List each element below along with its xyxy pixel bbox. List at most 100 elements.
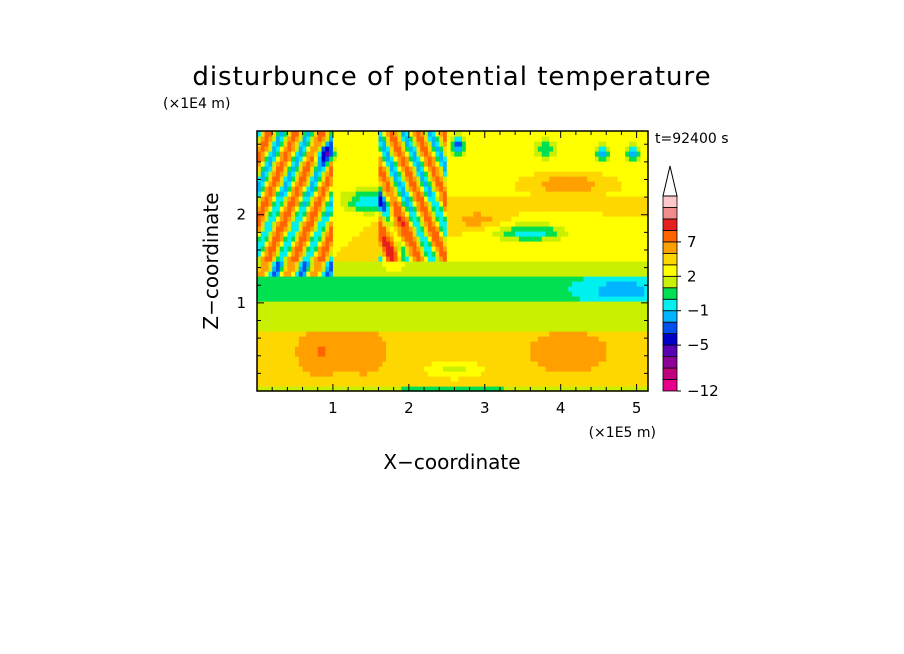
field-cell xyxy=(424,351,429,357)
field-cell xyxy=(583,206,588,212)
field-cell xyxy=(507,166,512,172)
field-cell xyxy=(541,291,547,297)
field-cell xyxy=(640,216,645,222)
field-cell xyxy=(503,176,509,182)
field-cell xyxy=(283,331,288,337)
field-cell xyxy=(393,176,399,182)
field-cell xyxy=(408,201,414,207)
field-cell xyxy=(568,356,573,362)
field-cell xyxy=(610,321,615,327)
field-cell xyxy=(629,181,634,187)
field-cell xyxy=(473,236,478,242)
field-cell xyxy=(621,351,626,357)
field-cell xyxy=(321,161,326,167)
field-cell xyxy=(336,336,342,342)
field-cell xyxy=(499,226,505,232)
field-cell xyxy=(257,266,262,272)
field-cell xyxy=(488,331,493,337)
field-cell xyxy=(553,156,558,162)
field-cell xyxy=(568,331,573,337)
field-cell xyxy=(310,321,315,327)
field-cell xyxy=(587,236,592,242)
field-cell xyxy=(416,346,421,352)
field-cell xyxy=(594,301,600,307)
field-cell xyxy=(636,376,642,382)
field-cell xyxy=(275,256,281,262)
field-cell xyxy=(473,366,478,372)
field-cell xyxy=(480,226,486,232)
field-cell xyxy=(268,301,273,307)
field-cell xyxy=(621,151,626,157)
field-cell xyxy=(484,231,490,237)
field-cell xyxy=(424,211,429,217)
field-cell xyxy=(283,306,288,312)
field-cell xyxy=(260,386,266,392)
field-cell xyxy=(302,226,307,232)
field-cell xyxy=(621,196,626,202)
field-cell xyxy=(401,341,406,347)
field-cell xyxy=(427,311,433,317)
field-cell xyxy=(632,151,638,157)
field-cell xyxy=(310,256,315,262)
field-cell xyxy=(283,321,288,327)
field-cell xyxy=(351,281,357,287)
field-cell xyxy=(549,236,554,242)
field-cell xyxy=(313,271,319,277)
field-cell xyxy=(534,316,539,322)
field-cell xyxy=(560,286,566,292)
field-cell xyxy=(386,311,391,317)
field-cell xyxy=(477,291,482,297)
field-cell xyxy=(268,386,273,392)
field-cell xyxy=(480,281,486,287)
field-cell xyxy=(439,366,444,372)
field-cell xyxy=(435,291,440,297)
field-cell xyxy=(617,276,623,282)
field-cell xyxy=(279,161,285,167)
field-cell xyxy=(393,281,399,287)
field-cell xyxy=(367,246,372,252)
field-cell xyxy=(443,186,448,192)
field-cell xyxy=(283,371,288,377)
field-cell xyxy=(515,386,520,392)
field-cell xyxy=(313,151,319,157)
field-cell xyxy=(386,146,391,152)
field-cell xyxy=(560,156,566,162)
field-cell xyxy=(287,261,292,267)
field-cell xyxy=(613,291,619,297)
field-cell xyxy=(568,151,573,157)
field-cell xyxy=(355,216,361,222)
field-cell xyxy=(291,306,296,312)
field-cell xyxy=(496,266,501,272)
field-cell xyxy=(560,276,566,282)
field-cell xyxy=(522,226,528,232)
field-cell xyxy=(572,311,577,317)
field-cell xyxy=(310,291,315,297)
field-cell xyxy=(503,316,509,322)
field-cell xyxy=(257,296,262,302)
field-cell xyxy=(450,201,455,207)
field-cell xyxy=(465,171,471,177)
field-cell xyxy=(602,336,607,342)
field-cell xyxy=(370,166,376,172)
field-cell xyxy=(420,246,425,252)
field-cell xyxy=(499,326,505,332)
field-cell xyxy=(340,161,345,167)
field-cell xyxy=(583,151,588,157)
field-cell xyxy=(560,236,566,242)
field-cell xyxy=(348,351,353,357)
field-cell xyxy=(602,256,607,262)
field-cell xyxy=(534,331,539,337)
field-cell xyxy=(359,371,364,377)
field-cell xyxy=(518,176,524,182)
field-cell xyxy=(382,221,387,227)
field-cell xyxy=(507,186,512,192)
field-cell xyxy=(534,246,539,252)
field-cell xyxy=(526,206,531,212)
field-cell xyxy=(332,216,338,222)
field-cell xyxy=(279,201,285,207)
field-cell xyxy=(621,221,626,227)
field-cell xyxy=(606,326,611,332)
field-cell xyxy=(598,221,604,227)
field-cell xyxy=(545,301,550,307)
field-cell xyxy=(336,266,342,272)
